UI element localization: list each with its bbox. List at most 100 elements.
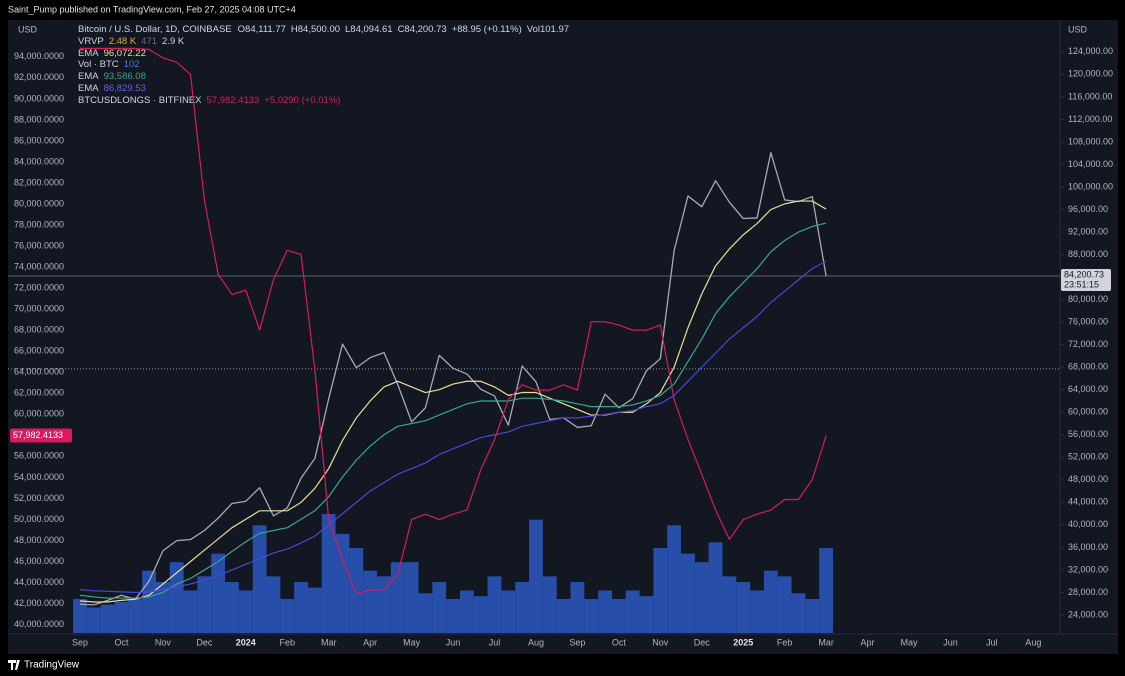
volume-bar xyxy=(570,582,585,633)
y2-tick-label: 100,000.00 xyxy=(1068,181,1113,191)
y2-tick-label: 40,000.00 xyxy=(1068,519,1108,529)
volume-bar xyxy=(377,576,391,633)
y2-tick-label: 124,000.00 xyxy=(1068,46,1113,56)
legend-value: 57,982.4133 xyxy=(207,95,260,106)
x-tick-label: Apr xyxy=(363,637,377,647)
volume-text: Vol101.97 xyxy=(527,24,569,35)
volume-bar xyxy=(238,590,253,633)
x-tick-label: Dec xyxy=(694,637,711,647)
publisher: Saint_Pump published on TradingView.com,… xyxy=(8,4,296,14)
series-line xyxy=(79,222,827,599)
y2-tick-label: 96,000.00 xyxy=(1068,204,1108,214)
x-tick-label: Jul xyxy=(986,637,998,647)
x-tick-label: Feb xyxy=(777,637,793,647)
y-tick-label: 50,000.0000 xyxy=(14,514,64,524)
volume-bar xyxy=(653,548,668,633)
y-tick-label: 44,000.0000 xyxy=(14,577,64,587)
y2-tick-label: 68,000.00 xyxy=(1068,362,1108,372)
legend-value: 96,072.22 xyxy=(104,48,146,59)
y-tick-label: 60,000.0000 xyxy=(14,409,64,419)
legend-name: EMA xyxy=(78,48,99,59)
volume-bar xyxy=(598,590,612,633)
legend-row: EMA 96,072.22 xyxy=(78,48,146,59)
x-tick-label: Aug xyxy=(528,637,544,647)
y-tick-label: 76,000.0000 xyxy=(14,240,64,250)
y2-tick-label: 32,000.00 xyxy=(1068,564,1108,574)
x-tick-label: Mar xyxy=(321,637,337,647)
y2-tick-label: 88,000.00 xyxy=(1068,249,1108,259)
volume-bar xyxy=(459,590,474,633)
last-price-label: 84,200.73 xyxy=(1064,269,1104,279)
legend-row: VRVP 2.48 K 471 2.9 K xyxy=(78,36,185,47)
y-tick-label: 68,000.0000 xyxy=(14,325,64,335)
volume-bar xyxy=(501,590,516,633)
x-tick-label: Jul xyxy=(489,637,501,647)
countdown: 23:51:15 xyxy=(1064,279,1099,289)
volume-bar xyxy=(321,514,336,633)
series-line xyxy=(79,151,827,606)
y-tick-label: 92,000.0000 xyxy=(14,72,64,82)
plot xyxy=(8,47,1060,633)
volume-bar xyxy=(487,576,502,633)
volume-bar xyxy=(128,599,143,633)
y2-tick-label: 112,000.00 xyxy=(1068,114,1112,124)
last-longs-box xyxy=(10,428,72,443)
volume-bar xyxy=(73,599,87,633)
x-tick-label: Nov xyxy=(155,637,172,647)
x-tick-label: Sep xyxy=(569,637,585,647)
volume-bar xyxy=(819,548,834,633)
chart-panel xyxy=(8,20,1118,654)
volume-bar xyxy=(681,553,695,633)
series-line xyxy=(79,200,827,603)
logo xyxy=(8,660,20,670)
volume-bar xyxy=(763,570,778,633)
x-tick-label: Sep xyxy=(72,637,88,647)
open: O84,111.77 xyxy=(238,24,286,35)
y-tick-label: 84,000.0000 xyxy=(14,156,64,166)
y-tick-label: 42,000.0000 xyxy=(14,598,64,608)
y-tick-label: 90,000.0000 xyxy=(14,93,64,103)
volume-bar xyxy=(86,607,101,633)
volume-bar xyxy=(625,590,640,633)
volume-bar xyxy=(169,562,184,633)
volume-bar xyxy=(694,562,709,633)
volume-bar xyxy=(100,604,115,633)
volume-bar xyxy=(556,599,571,633)
last-price-box xyxy=(1061,268,1111,291)
y-tick-label: 80,000.0000 xyxy=(14,198,64,208)
volume-bar xyxy=(722,576,737,633)
high: H84,500.00 xyxy=(291,24,340,35)
y2-tick-label: 80,000.00 xyxy=(1068,294,1108,304)
legend: Bitcoin / U.S. Dollar, 1D, COINBASE O84,1… xyxy=(78,24,569,106)
x-tick-label: Jun xyxy=(446,637,461,647)
y2-unit: USD xyxy=(1068,24,1088,34)
x-tick-label: Apr xyxy=(861,637,875,647)
x-tick-label: 2024 xyxy=(236,637,256,647)
volume-bar xyxy=(280,599,295,633)
y-tick-label: 72,000.0000 xyxy=(14,283,64,293)
y-tick-label: 56,000.0000 xyxy=(14,451,64,461)
legend-name: Bitcoin / U.S. Dollar, 1D, COINBASE xyxy=(78,24,232,35)
x-tick-label: Feb xyxy=(279,637,295,647)
vrvp-value: 471 xyxy=(141,36,157,47)
volume-bar xyxy=(584,599,599,633)
x-tick-label: May xyxy=(901,637,919,647)
y-tick-label: 48,000.0000 xyxy=(14,535,64,545)
y2-tick-label: 44,000.00 xyxy=(1068,497,1108,507)
y-tick-label: 46,000.0000 xyxy=(14,556,64,566)
x-tick-label: Nov xyxy=(652,637,669,647)
y-tick-label: 64,000.0000 xyxy=(14,367,64,377)
y-tick-label: 82,000.0000 xyxy=(14,177,64,187)
last-longs-label: 57,982.4133 xyxy=(13,430,63,440)
legend-name: VRVP xyxy=(78,36,104,47)
volume-bar xyxy=(446,599,460,633)
change: +88.95 (+0.11%) xyxy=(452,24,522,35)
volume-bar xyxy=(791,593,806,633)
legend-row: Bitcoin / U.S. Dollar, 1D, COINBASE O84,1… xyxy=(78,24,569,35)
legend-row: BTCUSDLONGS · BITFINEX 57,982.4133 +5.0290… xyxy=(78,95,340,106)
y2-tick-label: 92,000.00 xyxy=(1068,226,1108,236)
y2-tick-label: 108,000.00 xyxy=(1068,136,1113,146)
footer-text: TradingView xyxy=(24,660,80,671)
